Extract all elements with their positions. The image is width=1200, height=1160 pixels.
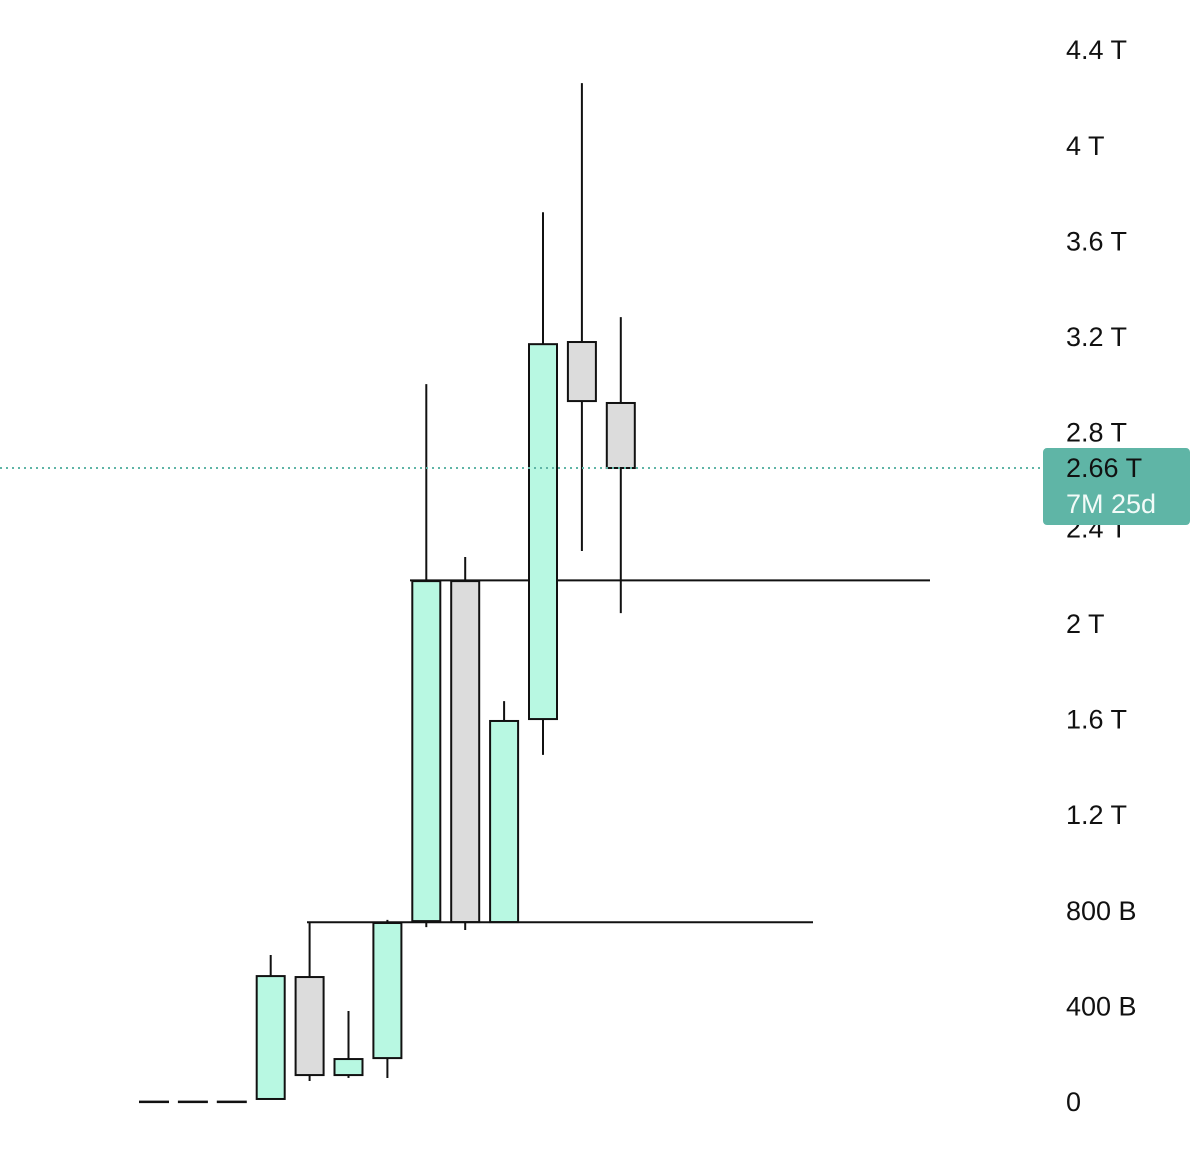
countdown-label: 7M 25d	[1066, 489, 1156, 519]
y-tick-label: 3.2 T	[1066, 322, 1127, 352]
candle-body	[372, 922, 403, 1060]
y-tick-label: 1.2 T	[1066, 800, 1127, 830]
candle-body	[294, 976, 325, 1077]
candle-body	[139, 1100, 169, 1104]
y-tick-label: 0	[1066, 1087, 1081, 1117]
y-tick-label: 4.4 T	[1066, 35, 1127, 65]
y-tick-label: 4 T	[1066, 131, 1105, 161]
y-tick-label: 400 B	[1066, 991, 1137, 1021]
price-label: 2.66 T	[1066, 453, 1142, 483]
y-tick-label: 1.6 T	[1066, 705, 1127, 735]
price-badge	[1043, 448, 1190, 526]
candle-body	[333, 1058, 364, 1077]
y-tick-label: 3.6 T	[1066, 226, 1127, 256]
y-tick-label: 800 B	[1066, 896, 1137, 926]
candle-body	[450, 580, 481, 924]
candle-body	[216, 1100, 247, 1104]
candle-body	[255, 975, 286, 1100]
candle-body	[605, 401, 636, 470]
candle-body	[528, 343, 558, 721]
y-tick-label: 2 T	[1066, 609, 1105, 639]
y-tick-label: 2.8 T	[1066, 418, 1127, 448]
candle-body	[411, 580, 442, 923]
candle-body	[566, 341, 597, 403]
candle-body	[489, 719, 520, 924]
candle-body	[177, 1100, 208, 1104]
